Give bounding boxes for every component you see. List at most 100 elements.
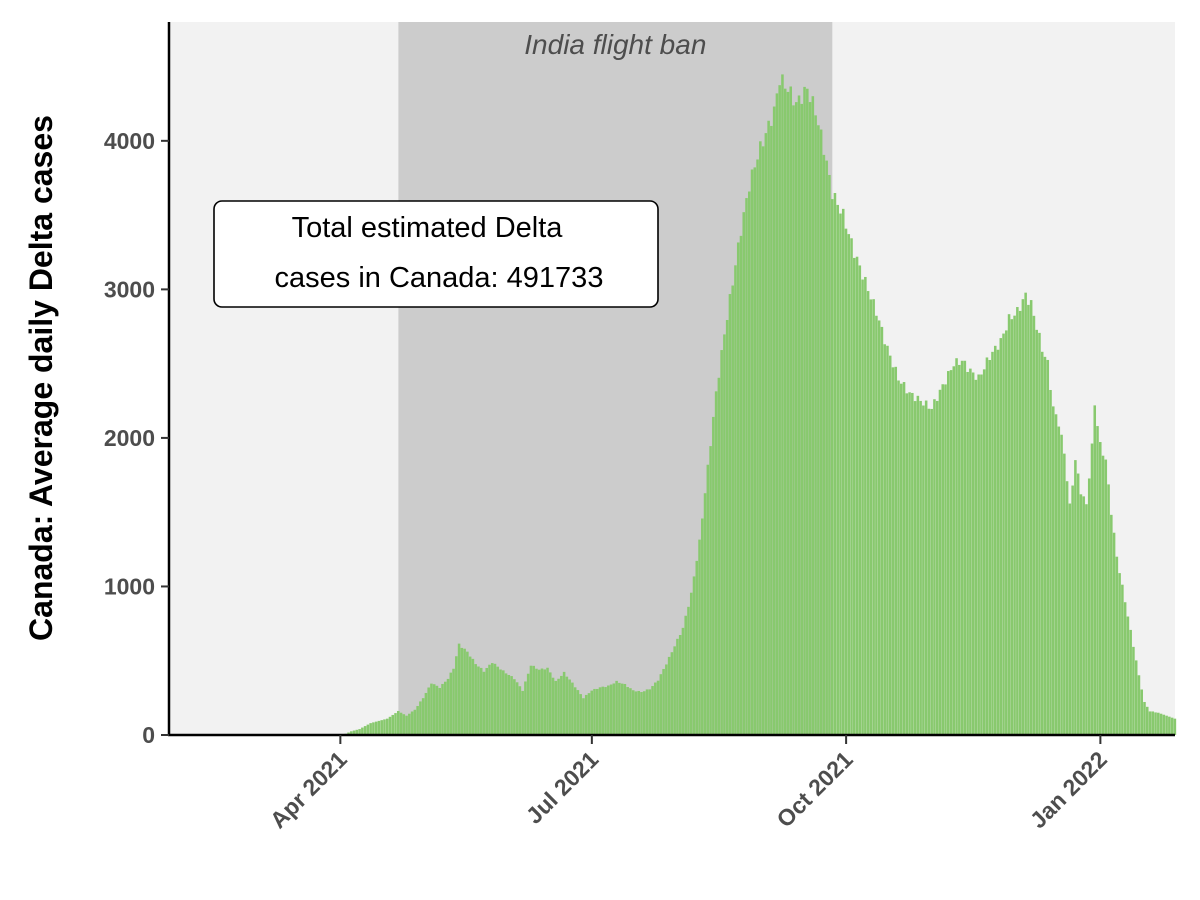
bar <box>590 690 594 735</box>
bar <box>529 665 533 735</box>
bar <box>543 669 547 735</box>
bar <box>913 401 917 735</box>
bar <box>781 74 784 735</box>
bar <box>897 380 900 735</box>
bar <box>1038 332 1041 735</box>
bar <box>814 115 817 736</box>
bar <box>1032 315 1036 735</box>
bar <box>427 687 430 735</box>
bar <box>449 672 453 735</box>
bar <box>452 668 455 735</box>
bar <box>1071 485 1074 735</box>
bar <box>1029 300 1033 735</box>
bar <box>645 689 649 735</box>
bar <box>966 371 969 735</box>
bar <box>1060 434 1063 735</box>
bar <box>441 683 444 735</box>
bar <box>1052 406 1055 735</box>
bar <box>789 86 792 736</box>
bar <box>858 265 862 735</box>
bar <box>706 464 710 735</box>
bar <box>405 715 408 735</box>
bar <box>1099 442 1102 735</box>
bar <box>631 690 635 735</box>
bar <box>853 257 856 735</box>
bar <box>1068 503 1072 735</box>
bar <box>839 213 842 736</box>
bar <box>689 592 693 735</box>
bar <box>432 684 436 735</box>
bar <box>767 120 770 736</box>
bar <box>673 646 676 735</box>
bar <box>654 682 657 735</box>
bar <box>955 358 958 735</box>
bar <box>678 635 682 735</box>
bar <box>1162 714 1166 735</box>
bar <box>891 367 895 735</box>
y-axis-title: Canada: Average daily Delta cases <box>23 115 59 641</box>
bar <box>477 666 480 735</box>
bar <box>1063 453 1066 735</box>
bar <box>601 686 605 735</box>
bar <box>803 86 806 735</box>
bar <box>1043 356 1047 735</box>
bar <box>750 169 754 736</box>
bar <box>1132 646 1135 735</box>
bar <box>499 669 502 735</box>
bar <box>819 129 823 735</box>
bar <box>513 679 516 735</box>
bar <box>745 198 748 736</box>
bar <box>1151 711 1155 735</box>
y-tick-label: 4000 <box>104 128 155 154</box>
bar <box>808 102 812 735</box>
bar <box>988 360 991 735</box>
annotation-line-2: cases in Canada: 491733 <box>275 262 604 294</box>
bar <box>922 405 925 735</box>
bar <box>703 493 707 735</box>
bar <box>463 648 466 735</box>
bar <box>593 688 596 735</box>
bar <box>1096 426 1099 735</box>
bar <box>739 235 743 735</box>
x-tick-label: Oct 2021 <box>771 746 857 832</box>
bar <box>562 671 566 735</box>
bar-series <box>344 74 1177 736</box>
bar <box>772 106 776 736</box>
bar <box>886 345 889 735</box>
bar <box>1054 414 1058 735</box>
bar <box>1148 711 1152 735</box>
bar <box>924 400 928 735</box>
bar <box>1087 478 1091 735</box>
bar <box>363 726 367 735</box>
bar <box>596 688 599 735</box>
bar <box>535 668 538 735</box>
bar <box>717 377 721 735</box>
bar <box>993 345 997 735</box>
bar <box>764 133 768 736</box>
bar <box>991 351 994 735</box>
bar <box>869 299 873 735</box>
bar <box>1090 443 1094 735</box>
bar <box>712 416 715 735</box>
bar <box>919 400 922 735</box>
bar <box>604 687 607 735</box>
bar <box>615 680 618 735</box>
bar <box>482 671 486 735</box>
bar <box>1065 481 1069 735</box>
india-flight-ban-band <box>398 22 833 735</box>
bar <box>888 355 892 735</box>
bar <box>1027 304 1030 735</box>
bar <box>1170 717 1174 735</box>
bar <box>656 680 660 735</box>
annotation-box <box>213 200 659 308</box>
bar <box>380 720 383 735</box>
bar <box>1134 660 1138 735</box>
bar <box>526 673 530 735</box>
bar <box>383 719 386 735</box>
bar <box>1112 532 1116 735</box>
bar <box>1159 713 1163 735</box>
bar <box>775 93 779 735</box>
bar <box>872 299 875 735</box>
bar <box>366 724 370 735</box>
bar <box>551 677 555 735</box>
